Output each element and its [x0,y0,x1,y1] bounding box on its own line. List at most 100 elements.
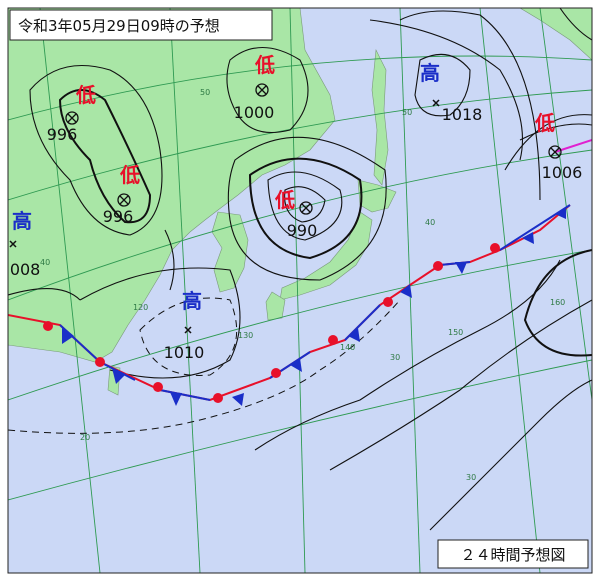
center-mark [65,111,79,125]
sakhalin [371,48,389,186]
isobar [29,64,163,236]
front-triangle [555,207,566,219]
isobar [369,19,523,161]
center-mark [299,201,313,215]
front-triangle [62,326,74,344]
center-symbol: 低 [274,188,295,212]
center-mark [548,145,562,159]
isobar [429,379,592,531]
front-dot [43,321,53,331]
isobar [559,8,592,41]
land [8,8,592,540]
title: 令和3年05月29日09時の予想 [18,17,220,35]
center-mark [550,147,560,157]
kamchatka [519,8,592,61]
center-symbol: 低 [75,83,96,107]
isobar [519,123,592,141]
footer-box [437,539,589,569]
center-symbol: 高 [12,209,32,233]
grid-label: 160 [550,298,565,307]
longitude-line [289,8,306,573]
low-center: 低 996 [47,83,96,144]
front-triangle [232,393,244,406]
isobar [414,53,471,117]
isobar [164,229,175,291]
center-mark [301,203,311,213]
isobar [227,136,387,281]
footer-label: ２４時間予想図 [460,546,565,564]
longitude-line [169,8,201,573]
title-box [9,9,273,41]
latitude-line [8,249,592,401]
pressure-value: 1010 [164,343,205,362]
longitude-line [39,8,101,573]
warm-markers [43,243,500,403]
center-symbol: 低 [119,163,140,187]
isobar [254,259,561,451]
grid-label: 50 [402,108,412,117]
map-frame [7,7,593,574]
grid-label: 130 [238,331,253,340]
grid-label: 40 [40,258,50,267]
center-mark [255,83,269,97]
front-triangle [112,368,126,384]
pressure-value: 990 [287,221,318,240]
isobar [58,89,152,224]
isobar [267,171,343,241]
low-center: 低 1006 [534,111,582,182]
hainan-coast [8,430,60,540]
honshu [279,211,373,301]
high-center: 高 1010 [164,289,205,362]
high-center: 高 1018 [420,61,482,124]
front-dot [383,297,393,307]
front-triangle [455,262,467,274]
grid-labels: 50 50 40 40 130 120 140 150 160 20 30 30… [0,53,582,482]
pressure-value: 1018 [442,105,483,124]
center-mark [9,240,17,248]
grid-label: 140 [340,343,355,352]
grid-label: 120 [133,303,148,312]
pressure-value: 1008 [0,260,40,279]
low-center: 低 990 [274,188,317,240]
front-triangle [290,358,302,372]
front-dot [213,393,223,403]
pressure-value: 996 [47,125,78,144]
front-dot [433,261,443,271]
isobar [284,186,326,223]
front-triangle [348,328,360,342]
map-area: 50 50 40 40 130 120 140 150 160 20 30 30… [0,8,592,573]
center-mark [184,326,192,334]
grid-label: 50 [200,88,210,97]
pressure-value: 1006 [542,163,583,182]
grid-label: 20 [80,433,90,442]
isobar [399,10,541,201]
isobar [523,249,592,357]
front-triangle [170,392,182,406]
front [8,139,592,406]
front-dot [95,357,105,367]
latitude-line [8,89,592,201]
latitude-line [8,55,592,121]
isobars [8,8,592,531]
center-mark [432,99,440,107]
center-mark [117,193,131,207]
center-symbol: 高 [420,61,440,85]
cold-markers [62,207,566,406]
pressure-value: 996 [103,207,134,226]
center-mark [119,195,129,205]
longitude-line [539,8,592,401]
isobar [226,47,309,134]
isobar [79,267,241,379]
center-symbol: 低 [534,111,555,135]
grid-label: 40 [425,218,435,227]
grid-label: 30 [390,353,400,362]
front-dot [271,368,281,378]
korea [211,211,249,293]
pressure-value: 1000 [234,103,275,122]
high-center: 高 1008 [0,209,40,279]
front-triangle [522,232,534,244]
center-mark [257,85,267,95]
low-center: 低 996 [103,163,140,226]
low-center: 低 1000 [234,53,275,122]
